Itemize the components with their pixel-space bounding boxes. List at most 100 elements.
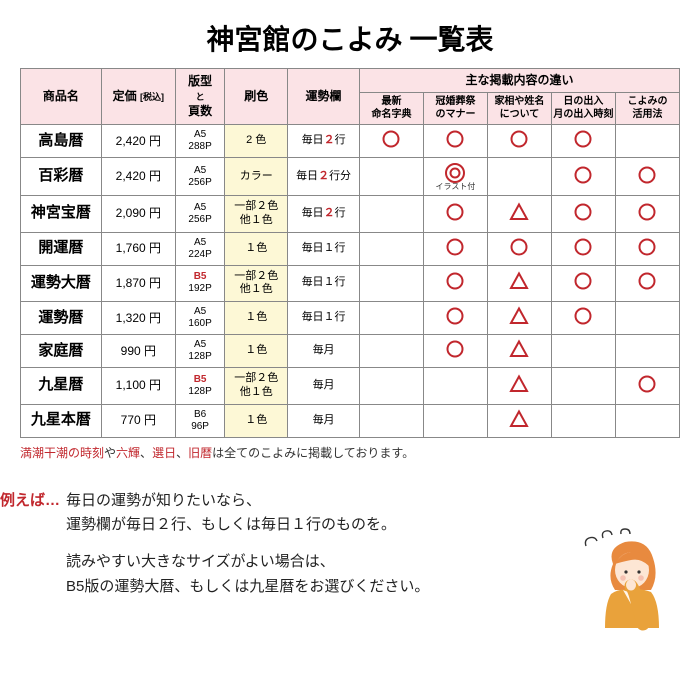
cell-mark: イラスト付	[423, 158, 487, 196]
cell-fortune: 毎月	[288, 368, 360, 405]
cell-mark	[423, 302, 487, 335]
cell-format: A5256P	[175, 158, 224, 196]
cell-mark	[615, 196, 679, 233]
cell-color: １色	[225, 404, 288, 437]
cell-mark	[423, 125, 487, 158]
cell-mark	[551, 158, 615, 196]
cell-mark	[615, 302, 679, 335]
cell-mark	[551, 125, 615, 158]
cell-mark	[487, 302, 551, 335]
cell-mark	[359, 232, 423, 265]
cell-mark	[423, 335, 487, 368]
cell-price: 1,320 円	[101, 302, 175, 335]
th-sub-3: 日の出入月の出入時刻	[551, 93, 615, 125]
cell-mark	[615, 265, 679, 302]
cell-mark	[487, 125, 551, 158]
cell-name: 開運暦	[21, 232, 102, 265]
cell-mark	[359, 196, 423, 233]
table-row: 神宮宝暦2,090 円A5256P一部２色他１色毎日２行	[21, 196, 680, 233]
cell-mark	[487, 265, 551, 302]
cell-fortune: 毎日２行	[288, 196, 360, 233]
cell-price: 2,090 円	[101, 196, 175, 233]
cell-mark	[359, 404, 423, 437]
table-row: 運勢大暦1,870 円B5192P一部２色他１色毎日１行	[21, 265, 680, 302]
cell-mark	[423, 265, 487, 302]
cell-color: １色	[225, 302, 288, 335]
th-fortune: 運勢欄	[288, 69, 360, 125]
cell-mark	[359, 335, 423, 368]
cell-color: カラー	[225, 158, 288, 196]
table-row: 高島暦2,420 円A5288P2 色毎日２行	[21, 125, 680, 158]
cell-name: 家庭暦	[21, 335, 102, 368]
cell-fortune: 毎月	[288, 404, 360, 437]
th-name: 商品名	[21, 69, 102, 125]
cell-format: A5128P	[175, 335, 224, 368]
cell-mark	[615, 404, 679, 437]
cell-color: 一部２色他１色	[225, 368, 288, 405]
page-title: 神宮館のこよみ 一覧表	[20, 18, 680, 58]
cell-mark	[423, 368, 487, 405]
cell-color: 2 色	[225, 125, 288, 158]
cell-mark	[551, 232, 615, 265]
cell-price: 770 円	[101, 404, 175, 437]
cell-fortune: 毎日２行分	[288, 158, 360, 196]
table-row: 運勢暦1,320 円A5160P１色毎日１行	[21, 302, 680, 335]
cell-mark	[359, 265, 423, 302]
cell-color: １色	[225, 232, 288, 265]
cell-mark	[359, 302, 423, 335]
cell-name: 運勢大暦	[21, 265, 102, 302]
cell-mark	[551, 335, 615, 368]
cell-fortune: 毎日１行	[288, 265, 360, 302]
cell-format: A5160P	[175, 302, 224, 335]
cell-mark	[487, 404, 551, 437]
cell-fortune: 毎月	[288, 335, 360, 368]
cell-mark	[359, 158, 423, 196]
product-table: 商品名 定価 [税込] 版型と頁数 刷色 運勢欄 主な掲載内容の違い 最新命名字…	[20, 68, 680, 438]
cell-mark	[487, 335, 551, 368]
cell-mark	[551, 196, 615, 233]
cell-fortune: 毎日１行	[288, 232, 360, 265]
th-price: 定価 [税込]	[101, 69, 175, 125]
cell-mark	[551, 265, 615, 302]
footnote: 満潮干潮の時刻や六輝、選日、旧暦は全てのこよみに掲載しております。	[20, 444, 680, 461]
th-color: 刷色	[225, 69, 288, 125]
cell-mark	[615, 368, 679, 405]
cell-name: 百彩暦	[21, 158, 102, 196]
cell-format: B696P	[175, 404, 224, 437]
cell-mark	[487, 232, 551, 265]
cell-mark	[423, 232, 487, 265]
cell-format: A5288P	[175, 125, 224, 158]
cell-fortune: 毎日１行	[288, 302, 360, 335]
example-label: 例えば…	[0, 489, 60, 510]
th-maindiff: 主な掲載内容の違い	[359, 69, 679, 93]
cell-mark	[551, 302, 615, 335]
cell-price: 1,100 円	[101, 368, 175, 405]
cell-mark	[551, 404, 615, 437]
table-row: 開運暦1,760 円A5224P１色毎日１行	[21, 232, 680, 265]
cell-mark	[423, 404, 487, 437]
cell-name: 九星本暦	[21, 404, 102, 437]
cell-format: B5192P	[175, 265, 224, 302]
cell-name: 高島暦	[21, 125, 102, 158]
table-row: 九星本暦770 円B696P１色毎月	[21, 404, 680, 437]
cell-price: 2,420 円	[101, 158, 175, 196]
cell-mark	[615, 158, 679, 196]
table-row: 百彩暦2,420 円A5256Pカラー毎日２行分 イラスト付	[21, 158, 680, 196]
cell-price: 1,760 円	[101, 232, 175, 265]
th-sub-2: 家相や姓名について	[487, 93, 551, 125]
cell-mark	[615, 125, 679, 158]
table-row: 家庭暦990 円A5128P１色毎月	[21, 335, 680, 368]
cell-name: 運勢暦	[21, 302, 102, 335]
cell-format: A5256P	[175, 196, 224, 233]
cell-mark	[487, 158, 551, 196]
cell-format: A5224P	[175, 232, 224, 265]
cell-format: B5128P	[175, 368, 224, 405]
cell-mark	[359, 368, 423, 405]
cell-mark	[551, 368, 615, 405]
person-illustration	[581, 528, 676, 648]
cell-mark	[487, 196, 551, 233]
cell-fortune: 毎日２行	[288, 125, 360, 158]
cell-price: 1,870 円	[101, 265, 175, 302]
cell-mark	[423, 196, 487, 233]
cell-name: 神宮宝暦	[21, 196, 102, 233]
